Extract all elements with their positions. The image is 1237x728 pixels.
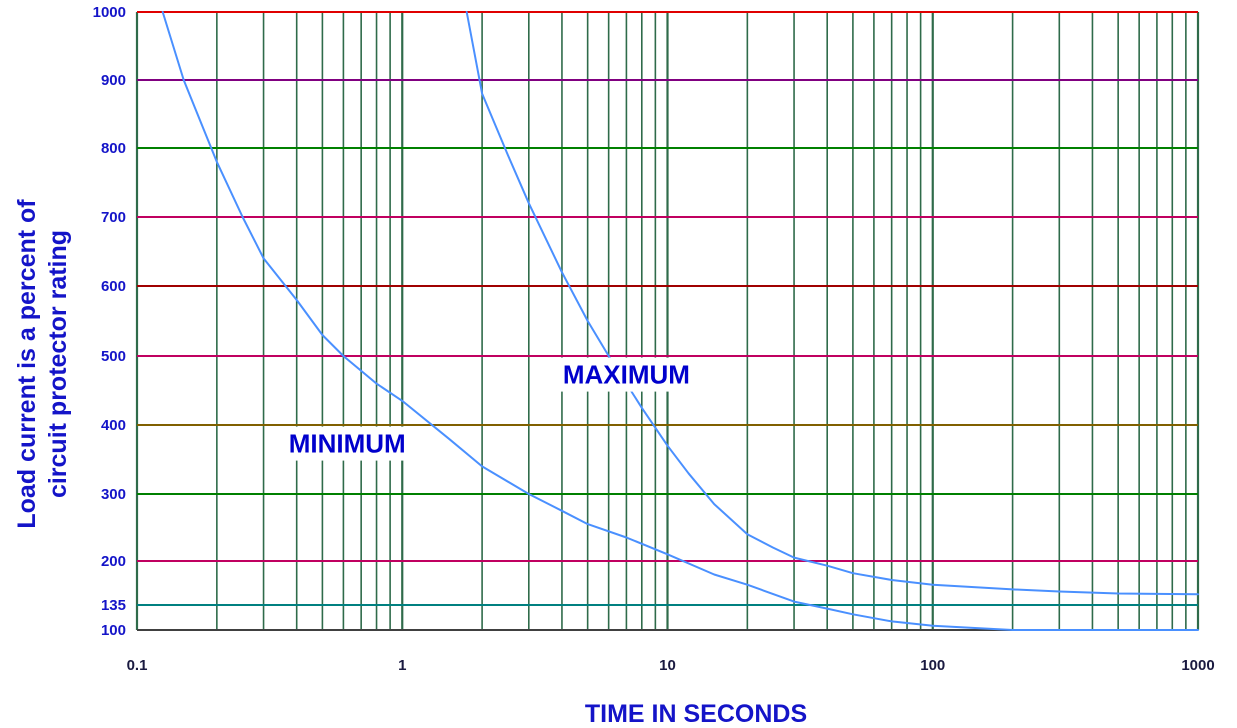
y-tick-label: 800 [101,140,126,157]
y-tick-label: 100 [101,622,126,639]
y-tick-label: 200 [101,553,126,570]
x-tick-label: 1 [398,657,406,674]
y-tick-label: 1000 [93,4,126,21]
x-axis-title: TIME IN SECONDS [585,700,807,728]
y-tick-label: 135 [101,597,126,614]
vertical-grid-lines [135,12,1200,630]
series-line-maximum [465,11,1199,596]
annotation-maximum: MAXIMUM [563,360,690,390]
series-line-minimum [161,11,1199,631]
y-tick-labels: 1000 900 800 700 600 500 400 300 200 135 100 [93,4,126,639]
annotation-minimum: MINIMUM [289,429,406,459]
y-tick-label: 700 [101,209,126,226]
y-tick-label: 500 [101,348,126,365]
y-tick-label: 600 [101,278,126,295]
annotation-background [558,357,694,392]
annotation-background [284,426,410,461]
x-tick-label: 0.1 [127,657,148,674]
x-tick-label: 10 [659,657,676,674]
y-axis-title-line-2: circuit protector rating [44,230,72,498]
x-tick-label: 100 [920,657,945,674]
x-tick-label: 1000 [1181,657,1214,674]
y-tick-label: 300 [101,486,126,503]
horizontal-grid-lines [137,11,1198,631]
y-tick-label: 900 [101,72,126,89]
y-tick-label: 400 [101,417,126,434]
annotations: MAXIMUM MINIMUM [284,357,694,461]
x-tick-labels: 0.1 1 10 100 1000 [127,657,1215,674]
y-axis-title-line-1: Load current is a percent of [13,199,41,529]
series-lines [161,11,1199,631]
